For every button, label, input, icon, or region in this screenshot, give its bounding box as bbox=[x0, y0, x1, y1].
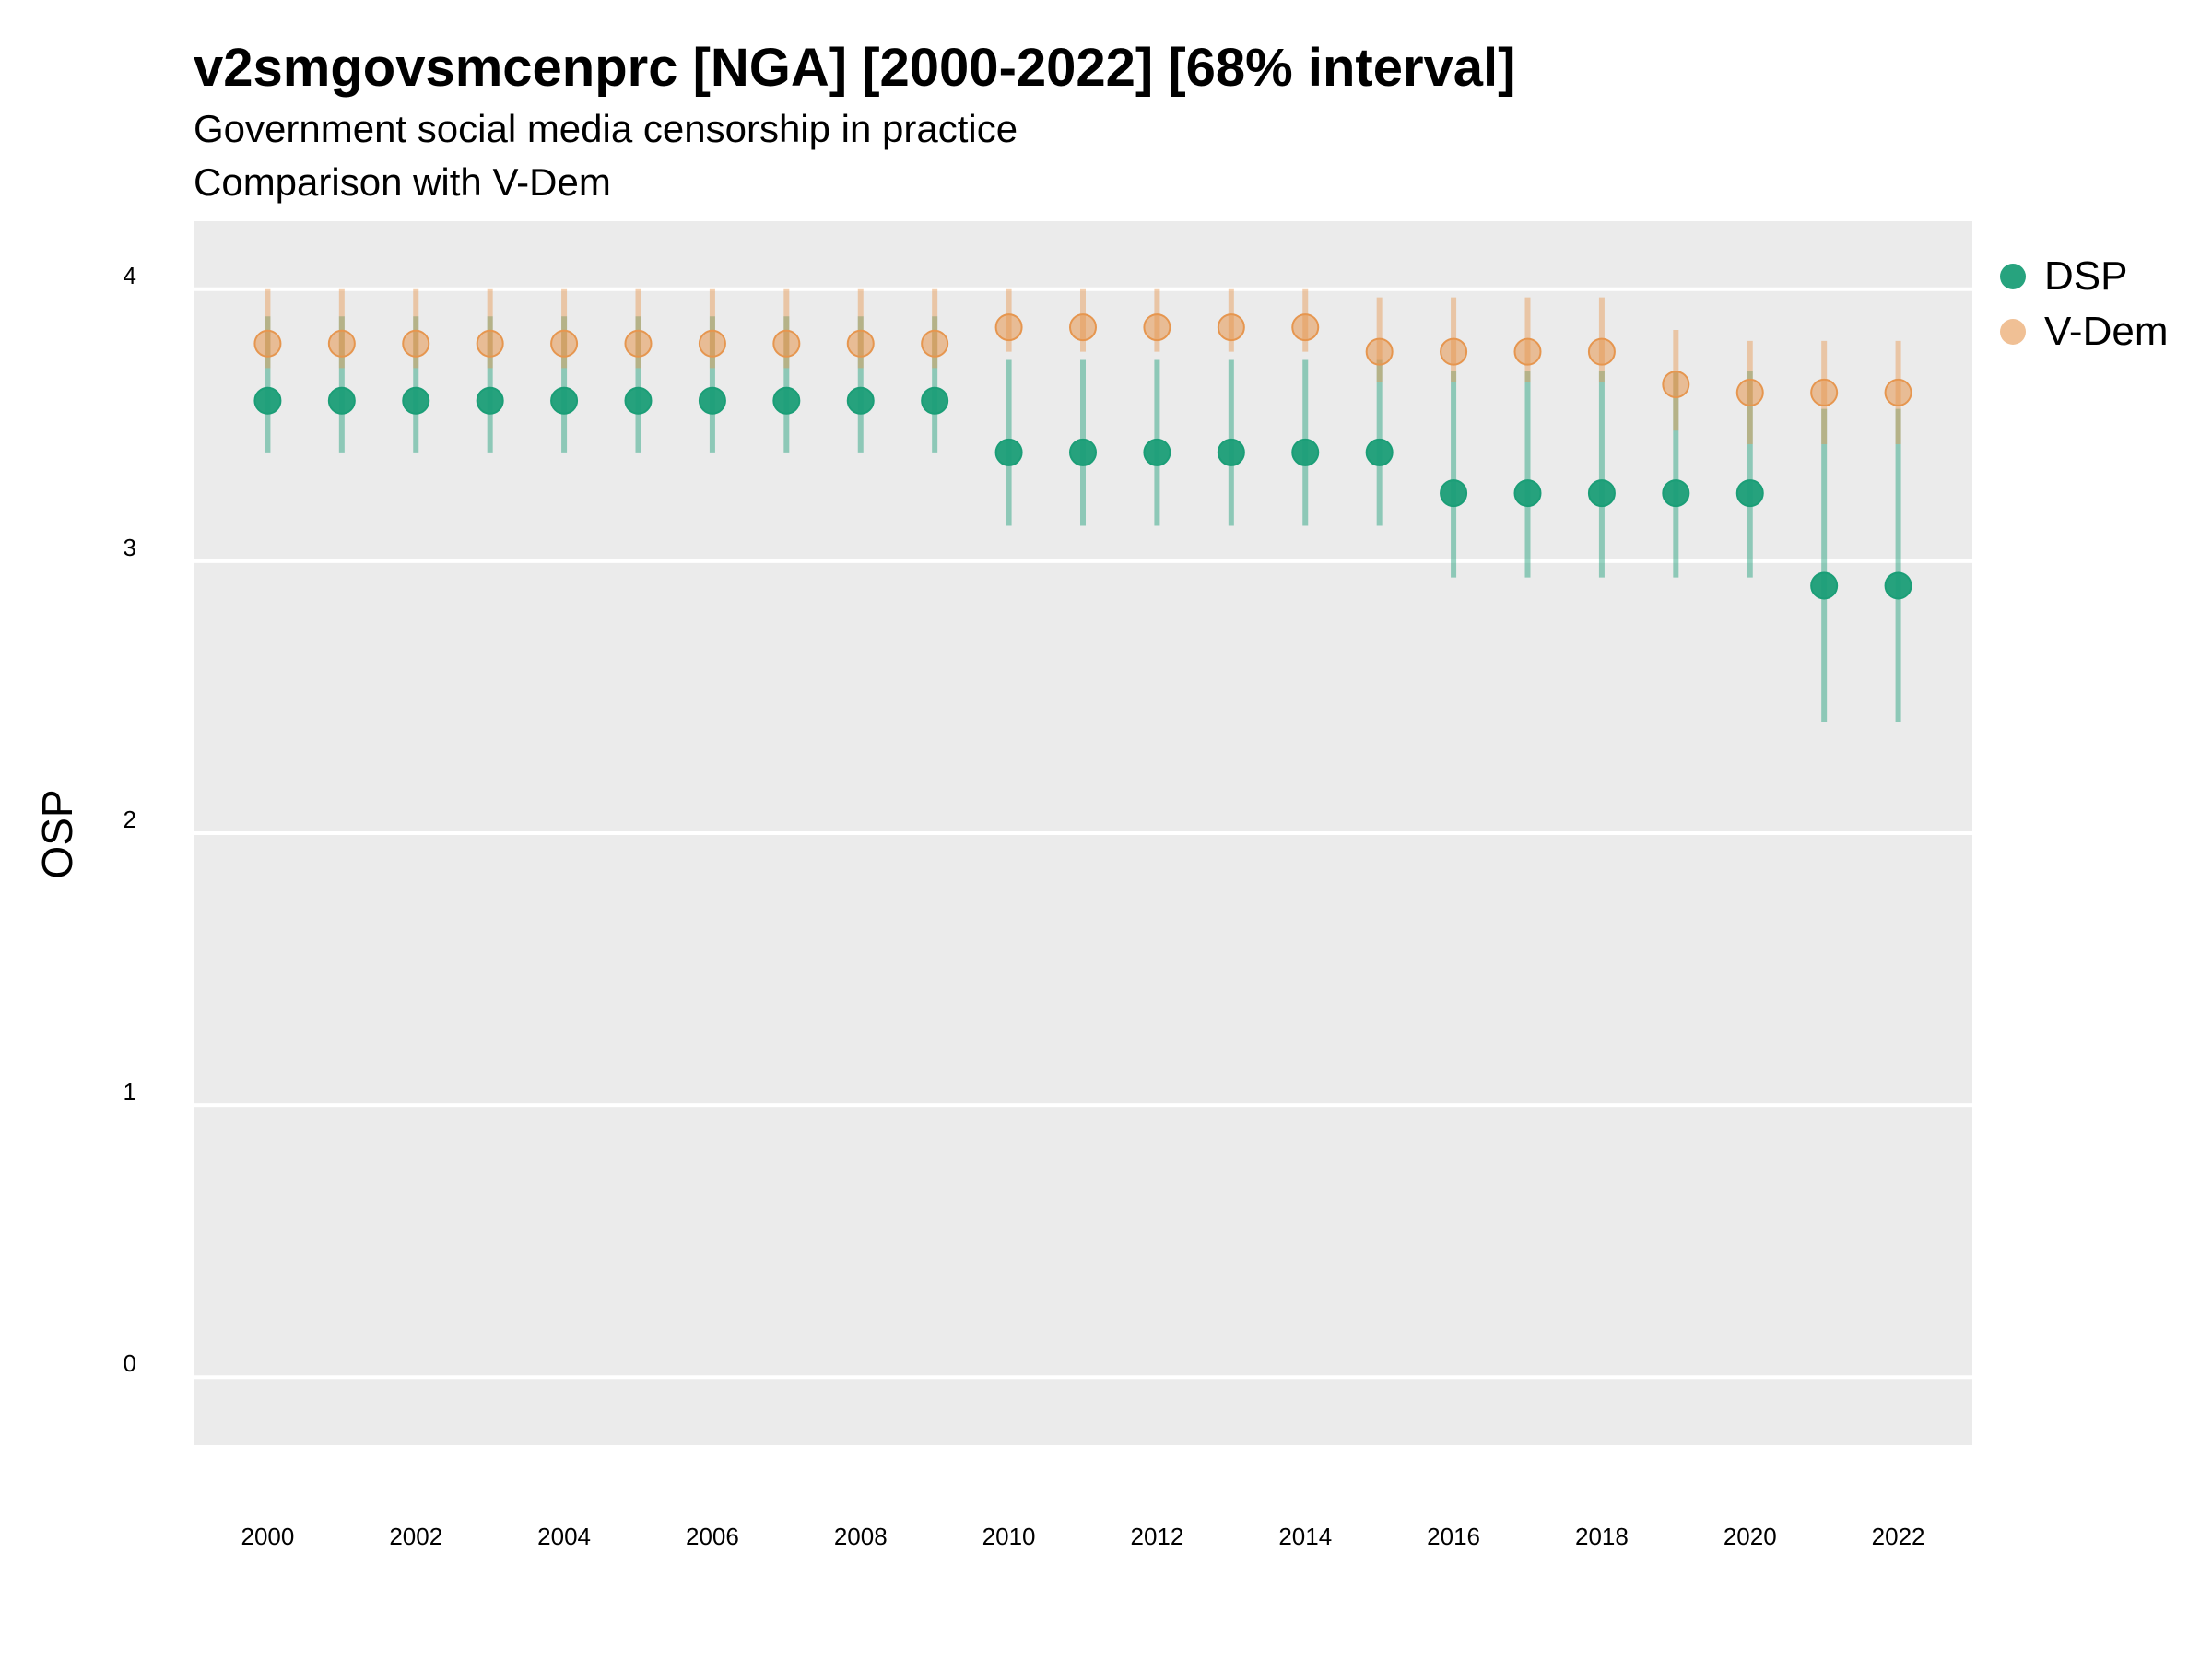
grid-lines bbox=[194, 287, 1972, 1380]
data-point-dsp-2014 bbox=[1291, 438, 1320, 466]
data-point-vdem-2002 bbox=[402, 329, 430, 358]
data-point-vdem-2004 bbox=[550, 329, 579, 358]
y-tick-label-3: 3 bbox=[124, 534, 136, 561]
data-point-dsp-2019 bbox=[1662, 479, 1690, 508]
legend-item-vdem[interactable]: V-Dem bbox=[2000, 304, 2168, 359]
x-tick-label-2002: 2002 bbox=[389, 1523, 442, 1550]
data-point-dsp-2015 bbox=[1365, 438, 1394, 466]
data-point-vdem-2010 bbox=[994, 313, 1023, 342]
chart-title: v2smgovsmcenprc [NGA] [2000-2022] [68% i… bbox=[194, 38, 1516, 98]
legend-label-vdem: V-Dem bbox=[2044, 309, 2169, 354]
data-point-dsp-2012 bbox=[1143, 438, 1171, 466]
data-point-dsp-2022 bbox=[1884, 571, 1912, 600]
data-point-vdem-2020 bbox=[1735, 378, 1764, 406]
data-point-dsp-2010 bbox=[994, 438, 1023, 466]
x-tick-label-2010: 2010 bbox=[982, 1523, 1036, 1550]
x-tick-label-2014: 2014 bbox=[1278, 1523, 1332, 1550]
x-tick-label-2008: 2008 bbox=[834, 1523, 888, 1550]
y-tick-label-4: 4 bbox=[124, 262, 136, 289]
data-point-vdem-2006 bbox=[698, 329, 726, 358]
legend-item-dsp[interactable]: DSP bbox=[2000, 249, 2168, 304]
data-point-vdem-2003 bbox=[476, 329, 504, 358]
data-point-vdem-2009 bbox=[921, 329, 949, 358]
data-point-dsp-2006 bbox=[698, 386, 726, 415]
x-tick-label-2018: 2018 bbox=[1575, 1523, 1629, 1550]
data-point-dsp-2017 bbox=[1513, 479, 1542, 508]
data-point-dsp-2021 bbox=[1810, 571, 1839, 600]
data-point-vdem-2012 bbox=[1143, 313, 1171, 342]
data-point-dsp-2004 bbox=[550, 386, 579, 415]
legend-label-dsp: DSP bbox=[2044, 253, 2128, 299]
data-point-vdem-2000 bbox=[253, 329, 282, 358]
legend-swatch-dsp bbox=[2000, 264, 2026, 289]
data-point-dsp-2009 bbox=[921, 386, 949, 415]
x-tick-label-2000: 2000 bbox=[241, 1523, 294, 1550]
y-tick-label-2: 2 bbox=[124, 806, 136, 833]
data-point-vdem-2022 bbox=[1884, 378, 1912, 406]
data-point-vdem-2013 bbox=[1217, 313, 1245, 342]
data-point-vdem-2005 bbox=[624, 329, 653, 358]
data-point-dsp-2018 bbox=[1587, 479, 1616, 508]
data-point-vdem-2017 bbox=[1513, 337, 1542, 366]
x-tick-label-2006: 2006 bbox=[686, 1523, 739, 1550]
data-point-dsp-2003 bbox=[476, 386, 504, 415]
data-point-vdem-2018 bbox=[1587, 337, 1616, 366]
y-tick-label-1: 1 bbox=[124, 1077, 136, 1105]
legend: DSP V-Dem bbox=[2000, 249, 2168, 359]
chart-subtitle-comparison: Comparison with V-Dem bbox=[194, 160, 611, 204]
data-point-vdem-2015 bbox=[1365, 337, 1394, 366]
data-point-vdem-2019 bbox=[1662, 371, 1690, 399]
x-tick-label-2020: 2020 bbox=[1724, 1523, 1777, 1550]
chart-subtitle: Government social media censorship in pr… bbox=[194, 107, 1018, 150]
data-point-dsp-2001 bbox=[327, 386, 356, 415]
y-tick-label-0: 0 bbox=[124, 1349, 136, 1377]
data-point-dsp-2005 bbox=[624, 386, 653, 415]
x-tick-label-2022: 2022 bbox=[1872, 1523, 1925, 1550]
data-point-dsp-2013 bbox=[1217, 438, 1245, 466]
data-point-vdem-2016 bbox=[1440, 337, 1468, 366]
data-point-dsp-2002 bbox=[402, 386, 430, 415]
data-point-vdem-2021 bbox=[1810, 378, 1839, 406]
data-point-dsp-2007 bbox=[772, 386, 801, 415]
data-point-vdem-2001 bbox=[327, 329, 356, 358]
x-tick-label-2012: 2012 bbox=[1130, 1523, 1183, 1550]
legend-swatch-vdem bbox=[2000, 319, 2026, 345]
x-tick-label-2016: 2016 bbox=[1427, 1523, 1480, 1550]
axis-ticks: 0 1 2 3 4 2000 2002 2004 2006 2008 2010 2012 2014 201… bbox=[124, 262, 1925, 1550]
data-point-dsp-2000 bbox=[253, 386, 282, 415]
x-tick-label-2004: 2004 bbox=[537, 1523, 591, 1550]
data-point-vdem-2008 bbox=[846, 329, 875, 358]
data-point-dsp-2020 bbox=[1735, 479, 1764, 508]
data-point-dsp-2008 bbox=[846, 386, 875, 415]
data-point-dsp-2016 bbox=[1440, 479, 1468, 508]
data-points bbox=[253, 313, 1912, 600]
data-point-dsp-2011 bbox=[1069, 438, 1097, 466]
data-point-vdem-2011 bbox=[1069, 313, 1097, 342]
data-point-vdem-2007 bbox=[772, 329, 801, 358]
data-point-vdem-2014 bbox=[1291, 313, 1320, 342]
